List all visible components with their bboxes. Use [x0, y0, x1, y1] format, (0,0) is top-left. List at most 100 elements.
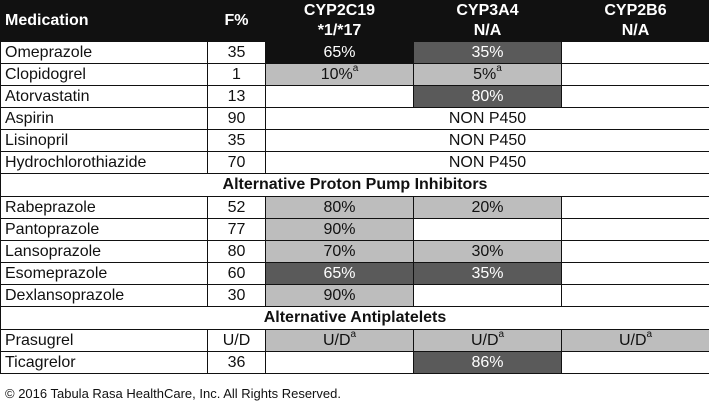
cyp2b6-cell [561, 85, 709, 108]
header-cyp2c19-genotype: *1/*17 [317, 22, 362, 39]
cyp-metabolism-table: Medication F% CYP2C19 *1/*17 CYP3A4 N/A CY… [0, 0, 709, 374]
table-row: Aspirin 90 NON P450 [0, 107, 709, 130]
table-row: Hydrochlorothiazide 70 NON P450 [0, 151, 709, 174]
cyp2b6-cell [561, 41, 709, 64]
footnote-marker: a [496, 63, 502, 75]
header-cyp2c19: CYP2C19 *1/*17 [265, 0, 414, 42]
f-pct-cell: U/D [207, 329, 266, 352]
table-row: Esomeprazole 60 65% 35% [0, 262, 709, 285]
header-medication: Medication [0, 0, 208, 42]
non-p450-cell: NON P450 [265, 151, 709, 174]
cyp2b6-cell [561, 218, 709, 241]
section-title-ppi: Alternative Proton Pump Inhibitors [0, 173, 709, 197]
cell-value: 10% [320, 65, 353, 83]
table-row: Rabeprazole 52 80% 20% [0, 196, 709, 219]
medication-name: Esomeprazole [0, 262, 208, 285]
footnote-marker: a [646, 329, 653, 341]
cyp2c19-cell [265, 85, 414, 108]
cyp2b6-cell [561, 240, 709, 263]
cyp2b6-cell: U/Da [561, 329, 709, 352]
cyp2c19-cell: 90% [265, 218, 414, 241]
f-pct-cell: 60 [207, 262, 266, 285]
header-cyp3a4: CYP3A4 N/A [413, 0, 562, 42]
cyp3a4-cell: 20% [413, 196, 562, 219]
cyp2c19-cell: 90% [265, 284, 414, 307]
cyp2b6-cell [561, 196, 709, 219]
f-pct-cell: 30 [207, 284, 266, 307]
cyp2c19-cell: 65% [265, 41, 414, 64]
cell-value: U/D [322, 331, 351, 349]
medication-name: Dexlansoprazole [0, 284, 208, 307]
cyp2c19-cell: 65% [265, 262, 414, 285]
f-pct-cell: 35 [207, 129, 266, 152]
medication-name: Omeprazole [0, 41, 208, 64]
medication-name: Rabeprazole [0, 196, 208, 219]
f-pct-cell: 90 [207, 107, 266, 130]
header-row: Medication F% CYP2C19 *1/*17 CYP3A4 N/A CY… [0, 0, 709, 42]
medication-name: Lisinopril [0, 129, 208, 152]
f-pct-cell: 1 [207, 63, 266, 86]
table-row: Prasugrel U/D U/Da U/Da U/Da [0, 329, 709, 352]
table-row: Atorvastatin 13 80% [0, 85, 709, 108]
f-pct-cell: 13 [207, 85, 266, 108]
footnote-marker: a [498, 329, 505, 341]
f-pct-cell: 80 [207, 240, 266, 263]
table-row: Lisinopril 35 NON P450 [0, 129, 709, 152]
section-header-row: Alternative Proton Pump Inhibitors [0, 173, 709, 197]
cyp2b6-cell [561, 63, 709, 86]
cyp3a4-cell: 35% [413, 41, 562, 64]
cyp2c19-cell: 10%a [265, 63, 414, 86]
medication-name: Aspirin [0, 107, 208, 130]
non-p450-cell: NON P450 [265, 107, 709, 130]
footnote-marker: a [350, 329, 357, 341]
cyp3a4-cell [413, 284, 562, 307]
cyp2c19-cell: 70% [265, 240, 414, 263]
copyright-footer: © 2016 Tabula Rasa HealthCare, Inc. All … [5, 386, 341, 401]
cell-value: 5% [473, 65, 497, 83]
cyp2c19-cell: 80% [265, 196, 414, 219]
non-p450-cell: NON P450 [265, 129, 709, 152]
table-row: Ticagrelor 36 86% [0, 351, 709, 374]
cyp3a4-cell: U/Da [413, 329, 562, 352]
header-cyp2b6-name: CYP2B6 [604, 2, 667, 19]
medication-name: Hydrochlorothiazide [0, 151, 208, 174]
header-f-pct: F% [207, 0, 266, 42]
f-pct-cell: 36 [207, 351, 266, 374]
medication-name: Pantoprazole [0, 218, 208, 241]
table-row: Dexlansoprazole 30 90% [0, 284, 709, 307]
cyp2c19-cell [265, 351, 414, 374]
cyp2b6-cell [561, 284, 709, 307]
cyp2b6-cell [561, 351, 709, 374]
cyp2c19-cell: U/Da [265, 329, 414, 352]
header-cyp2c19-name: CYP2C19 [303, 2, 376, 19]
medication-name: Lansoprazole [0, 240, 208, 263]
medication-name: Prasugrel [0, 329, 208, 352]
f-pct-cell: 35 [207, 41, 266, 64]
cyp3a4-cell: 80% [413, 85, 562, 108]
header-cyp2b6-genotype: N/A [621, 22, 650, 39]
medication-name: Ticagrelor [0, 351, 208, 374]
cell-value: U/D [470, 331, 499, 349]
cyp2b6-cell [561, 262, 709, 285]
section-title-antiplatelets: Alternative Antiplatelets [0, 306, 709, 330]
table-row: Pantoprazole 77 90% [0, 218, 709, 241]
f-pct-cell: 52 [207, 196, 266, 219]
header-cyp2b6: CYP2B6 N/A [561, 0, 709, 42]
cyp3a4-cell: 5%a [413, 63, 562, 86]
cyp3a4-cell: 30% [413, 240, 562, 263]
header-cyp3a4-genotype: N/A [473, 22, 502, 39]
medication-name: Atorvastatin [0, 85, 208, 108]
f-pct-cell: 77 [207, 218, 266, 241]
table-row: Omeprazole 35 65% 35% [0, 41, 709, 64]
footnote-marker: a [352, 63, 359, 75]
section-header-row: Alternative Antiplatelets [0, 306, 709, 330]
cell-value: U/D [618, 331, 647, 349]
cyp3a4-cell [413, 218, 562, 241]
cyp3a4-cell: 35% [413, 262, 562, 285]
medication-name: Clopidogrel [0, 63, 208, 86]
table-row: Clopidogrel 1 10%a 5%a [0, 63, 709, 86]
cyp3a4-cell: 86% [413, 351, 562, 374]
header-cyp3a4-name: CYP3A4 [456, 2, 519, 19]
table-row: Lansoprazole 80 70% 30% [0, 240, 709, 263]
